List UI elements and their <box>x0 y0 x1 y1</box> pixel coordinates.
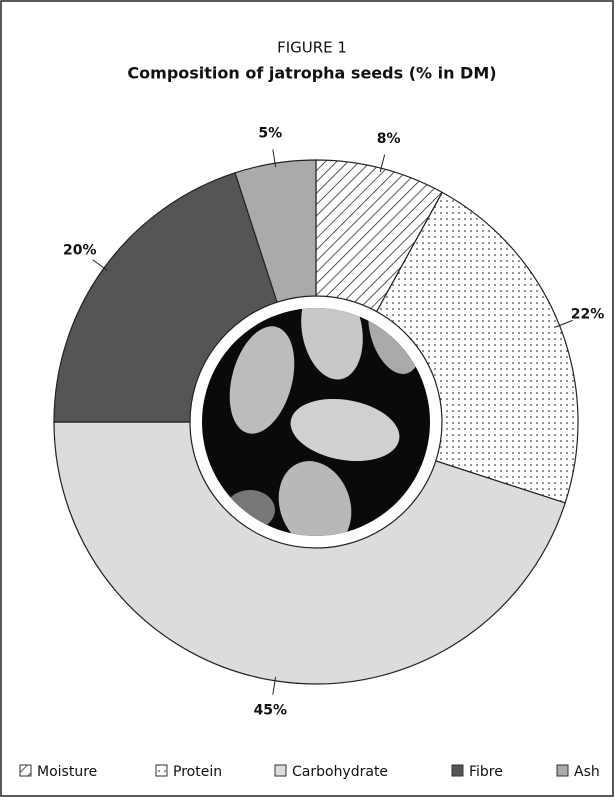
legend-swatch <box>556 764 569 777</box>
legend-swatch <box>451 764 464 777</box>
donut: 8% 22% 45% 20% 5% <box>53 126 605 718</box>
legend-label: Fibre <box>469 764 503 780</box>
legend-swatch <box>155 764 168 777</box>
slice <box>375 191 579 504</box>
legend-label: Moisture <box>37 764 97 780</box>
legend-swatch <box>19 764 32 777</box>
figure-label: FIGURE 1 <box>277 39 347 57</box>
slice <box>53 172 278 423</box>
legend-swatch <box>274 764 287 777</box>
legend-label: Protein <box>173 764 222 780</box>
slice <box>53 421 566 685</box>
data-label: 5% <box>258 126 282 142</box>
leader-line <box>379 154 386 173</box>
leader-line <box>92 259 108 271</box>
data-label: 22% <box>571 307 605 323</box>
legend-label: Ash <box>574 764 600 780</box>
legend-label: Carbohydrate <box>292 764 388 780</box>
seed-photo <box>202 308 430 536</box>
slice <box>234 159 317 303</box>
data-label: 20% <box>63 242 97 258</box>
leader-line <box>272 676 277 695</box>
chart-title: Composition of jatropha seeds (% in DM) <box>127 64 496 83</box>
leader-line <box>272 149 277 168</box>
data-label: 45% <box>254 702 288 718</box>
data-label: 8% <box>377 131 401 147</box>
leader-line <box>555 319 573 328</box>
legend: Moisture Protein Carbohydrate Fibre Ash <box>19 764 600 780</box>
